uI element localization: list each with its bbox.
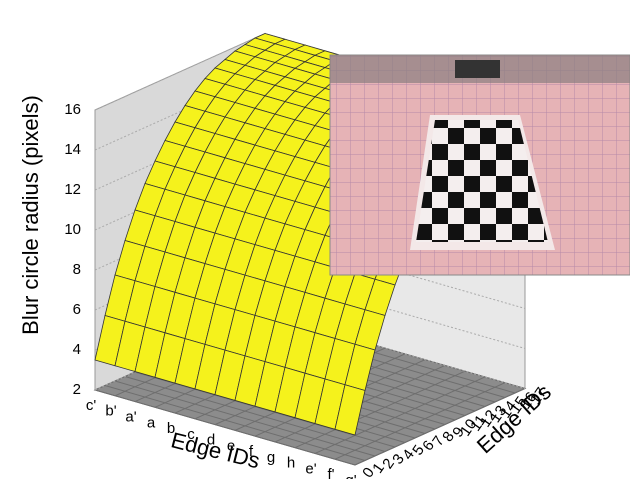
- chart: 246810121416c'b'a'abcdefghe'f'g'01234567…: [0, 0, 630, 479]
- x-tick-label: a: [147, 414, 156, 431]
- z-tick-label: 2: [73, 381, 81, 398]
- x-tick-label: a': [125, 409, 136, 426]
- x-tick-label: g: [267, 449, 275, 466]
- photo-object: [455, 60, 500, 78]
- x-tick-label: c': [86, 397, 97, 414]
- z-tick-label: 10: [64, 221, 81, 238]
- x-tick-label: e': [305, 460, 316, 477]
- inset-photo: [330, 55, 630, 275]
- x-tick-label: f': [327, 466, 334, 479]
- x-tick-label: h: [287, 455, 295, 472]
- page: {"chart_data": {"type": "surface", "z_la…: [0, 0, 630, 479]
- z-tick-label: 8: [73, 261, 81, 278]
- z-tick-label: 16: [64, 101, 81, 118]
- z-tick-label: 4: [73, 341, 81, 358]
- z-tick-label: 14: [64, 141, 81, 158]
- z-tick-label: 12: [64, 181, 81, 198]
- z-axis-title: Blur circle radius (pixels): [18, 95, 43, 335]
- z-tick-label: 6: [73, 301, 81, 318]
- x-tick-label: g': [345, 472, 356, 479]
- x-tick-label: b': [105, 403, 116, 420]
